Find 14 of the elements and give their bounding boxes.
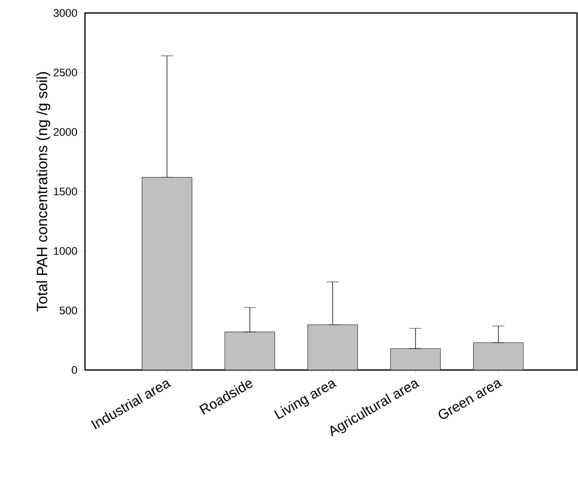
y-tick-label: 1500 [54, 188, 78, 196]
bar [224, 332, 276, 370]
bar [390, 348, 441, 370]
y-tick-label: 500 [60, 306, 78, 314]
bar [307, 324, 358, 370]
y-tick-label: 1000 [54, 247, 78, 255]
y-tick-label: 2500 [54, 68, 78, 76]
bar [473, 342, 524, 370]
y-axis-title: Total PAH concentrations (ng /g soil) [36, 72, 50, 312]
y-tick-label: 2000 [54, 128, 78, 136]
x-tick-label: Green area [438, 380, 502, 419]
y-tick-label: 3000 [54, 9, 78, 17]
y-tick-label: 0 [72, 366, 78, 374]
bar [142, 177, 192, 370]
